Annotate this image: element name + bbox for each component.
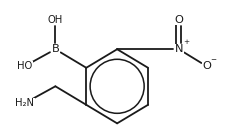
Text: N: N xyxy=(175,44,183,54)
Text: +: + xyxy=(183,39,190,44)
Text: H₂N: H₂N xyxy=(15,98,34,108)
Text: O: O xyxy=(174,15,183,25)
Text: OH: OH xyxy=(48,15,63,25)
Text: B: B xyxy=(52,44,59,54)
Text: −: − xyxy=(211,57,217,63)
Text: O: O xyxy=(202,61,211,71)
Text: HO: HO xyxy=(17,61,32,71)
